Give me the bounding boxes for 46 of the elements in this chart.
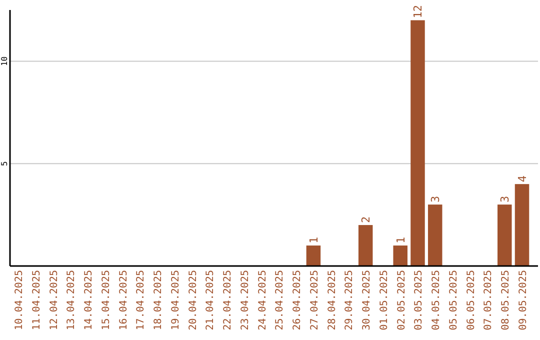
bar bbox=[498, 204, 512, 266]
data-label: 3 bbox=[498, 196, 512, 203]
x-tick-label: 14.04.2025 bbox=[84, 270, 95, 330]
x-tick-label: 27.04.2025 bbox=[309, 270, 320, 330]
x-tick-label: 26.04.2025 bbox=[292, 270, 304, 330]
x-tick-label: 03.05.2025 bbox=[414, 270, 425, 330]
y-tick-label: 5 bbox=[0, 161, 9, 166]
x-tick-label: 17.04.2025 bbox=[136, 270, 147, 330]
x-tick-label: 10.04.2025 bbox=[14, 270, 25, 330]
x-tick-label: 02.05.2025 bbox=[396, 270, 408, 330]
x-tick-label: 30.04.2025 bbox=[362, 270, 373, 330]
x-tick-label: 06.05.2025 bbox=[466, 270, 477, 330]
x-tick-label: 29.04.2025 bbox=[344, 270, 356, 330]
data-label: 12 bbox=[412, 4, 425, 18]
data-label: 2 bbox=[360, 216, 373, 224]
x-tick-label: 08.05.2025 bbox=[500, 270, 512, 330]
x-tick-label: 21.04.2025 bbox=[205, 270, 216, 330]
data-label: 4 bbox=[516, 175, 530, 182]
data-label: 3 bbox=[429, 196, 442, 203]
x-tick-label: 28.04.2025 bbox=[326, 270, 338, 330]
bar bbox=[410, 20, 425, 266]
bar bbox=[306, 246, 321, 266]
x-tick-label: 18.04.2025 bbox=[153, 270, 164, 330]
bar bbox=[514, 184, 530, 266]
x-tick-label: 11.04.2025 bbox=[31, 270, 42, 330]
x-tick-label: 12.04.2025 bbox=[48, 270, 60, 330]
data-label: 1 bbox=[307, 236, 320, 244]
x-tick-label: 05.05.2025 bbox=[448, 270, 460, 330]
x-tick-label: 20.04.2025 bbox=[188, 270, 199, 330]
x-tick-label: 07.05.2025 bbox=[483, 270, 494, 330]
bar bbox=[393, 246, 408, 266]
x-tick-label: 25.04.2025 bbox=[274, 270, 286, 330]
y-tick-label: 10 bbox=[0, 56, 9, 66]
data-label: 1 bbox=[394, 236, 408, 244]
x-tick-label: 16.04.2025 bbox=[118, 270, 130, 330]
x-tick-label: 24.04.2025 bbox=[257, 270, 268, 330]
x-tick-label: 01.05.2025 bbox=[378, 270, 390, 330]
x-tick-label: 13.04.2025 bbox=[66, 270, 78, 330]
x-tick-label: 22.04.2025 bbox=[222, 270, 234, 330]
x-tick-label: 15.04.2025 bbox=[100, 270, 112, 330]
x-tick-label: 23.04.2025 bbox=[240, 270, 251, 330]
x-tick-label: 19.04.2025 bbox=[170, 270, 182, 330]
x-tick-label: 09.05.2025 bbox=[518, 270, 530, 330]
bar bbox=[358, 225, 373, 266]
x-tick-label: 04.05.2025 bbox=[431, 270, 442, 330]
bar bbox=[428, 204, 442, 266]
